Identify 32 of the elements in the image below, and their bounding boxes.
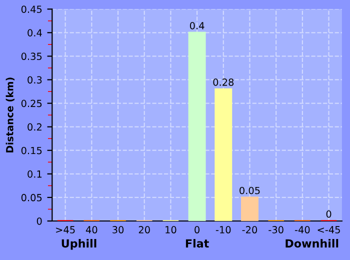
y-tick-label: 0.4	[28, 29, 42, 36]
bar	[214, 88, 232, 221]
data-label: 0.28	[213, 78, 234, 86]
text: Downhill	[286, 239, 338, 248]
y-axis-title: Distance (km)	[6, 78, 14, 152]
y-tick-label: 0.35	[21, 52, 42, 60]
x-tick-label: -20	[242, 226, 258, 234]
x-tick-label: -30	[268, 226, 284, 234]
y-tick-label: 0	[36, 217, 42, 225]
x-tick-label: 20	[138, 226, 150, 234]
y-tick-label: 0.2	[28, 123, 42, 131]
y-tick-label: 0.1	[28, 170, 42, 178]
x-tick-label: 0	[194, 226, 200, 234]
y-tick-label: 0.05	[21, 194, 42, 202]
x-tick-label: 10	[166, 226, 176, 234]
data-label: 0.4	[190, 22, 204, 30]
y-tick-label: 0.3	[28, 76, 42, 84]
x-tick-label: -40	[294, 226, 310, 234]
y-tick-label: 0.25	[21, 100, 42, 108]
x-tick-label: >45	[56, 226, 75, 234]
x-tick-label: 30	[112, 226, 124, 234]
data-label: 0.05	[240, 186, 260, 194]
x-tick-label: -10	[216, 226, 231, 234]
text: Flat	[186, 239, 209, 248]
x-tick-label: 40	[86, 226, 98, 234]
bar	[188, 32, 206, 221]
text: Uphill	[62, 239, 96, 250]
y-tick-label: 0.45	[21, 6, 42, 13]
bar	[241, 196, 258, 221]
x-tick-label: <-45	[318, 226, 340, 234]
data-label: 0	[326, 210, 332, 218]
y-tick-label: 0.15	[21, 146, 42, 154]
